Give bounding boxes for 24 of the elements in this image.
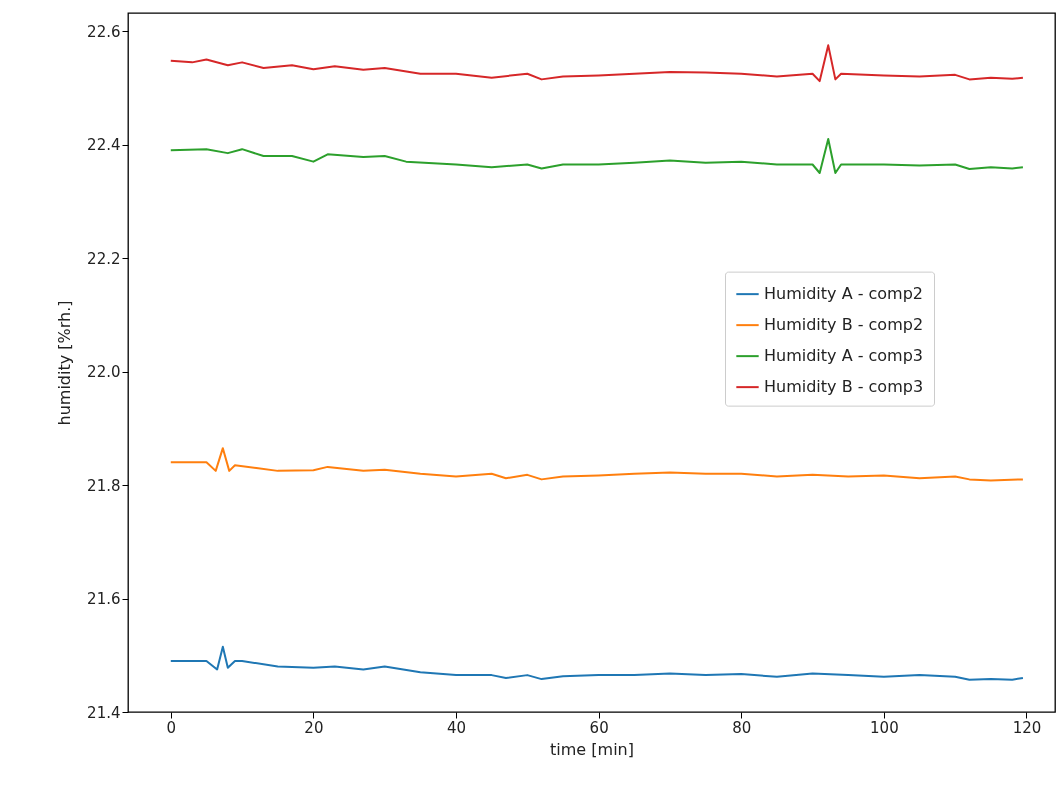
x-tick-label: 20 <box>304 718 324 737</box>
x-tick-label: 60 <box>589 718 609 737</box>
x-tick-label: 40 <box>446 718 467 737</box>
y-tick-label: 22.6 <box>87 22 121 41</box>
legend-label: Humidity A - comp2 <box>764 284 924 304</box>
legend-label: Humidity B - comp3 <box>764 377 924 397</box>
y-tick-label: 21.6 <box>87 590 121 609</box>
x-tick-label: 0 <box>166 718 177 737</box>
x-axis-title: time [min] <box>550 739 634 759</box>
y-tick-label: 21.8 <box>87 476 121 495</box>
y-axis-title: humidity [%rh.] <box>55 300 75 426</box>
line-series <box>169 645 1024 681</box>
x-tick-label: 120 <box>1012 718 1042 737</box>
legend-label: Humidity A - comp3 <box>764 346 924 366</box>
line-series <box>169 447 1024 482</box>
line-series <box>169 137 1024 174</box>
y-tick-label: 21.4 <box>87 703 121 722</box>
line-series <box>169 44 1024 83</box>
x-tick-label: 80 <box>732 718 752 737</box>
legend-label: Humidity B - comp2 <box>764 315 924 335</box>
y-tick-label: 22.2 <box>87 249 121 268</box>
y-tick-label: 22.4 <box>87 136 121 155</box>
y-tick-label: 22.0 <box>87 363 121 382</box>
x-tick-label: 100 <box>870 718 899 737</box>
